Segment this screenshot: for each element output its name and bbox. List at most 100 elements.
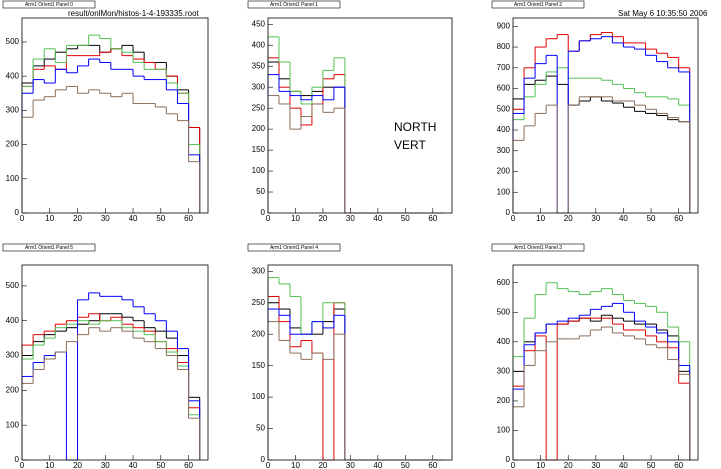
y-tick-label: 400 — [252, 40, 266, 49]
y-tick-label: 300 — [497, 146, 511, 155]
y-tick-label: 300 — [6, 351, 20, 360]
y-tick-label: 500 — [6, 37, 20, 46]
y-tick-label: 0 — [15, 455, 20, 464]
y-tick-label: 200 — [6, 140, 20, 149]
x-tick-label: 50 — [647, 461, 656, 469]
x-tick-label: 40 — [619, 461, 628, 469]
y-tick-label: 200 — [252, 124, 266, 133]
plot-frame — [267, 264, 453, 461]
x-tick-label: 30 — [591, 214, 600, 223]
title-box — [2, 0, 96, 9]
y-tick-label: 250 — [252, 103, 266, 112]
y-tick-label: 300 — [497, 366, 511, 375]
panel-title: Arm1 Orient1 Panel 3 — [514, 245, 562, 251]
x-tick-label: 40 — [373, 214, 382, 223]
y-tick-label: 400 — [6, 71, 20, 80]
x-tick-label: 60 — [428, 214, 437, 223]
y-tick-label: 200 — [6, 385, 20, 394]
title-box — [247, 243, 341, 252]
y-tick-label: 100 — [497, 187, 511, 196]
panel-title: Arm1 Orient1 Panel 2 — [514, 2, 562, 8]
x-tick-label: 10 — [45, 461, 54, 469]
x-tick-label: 50 — [156, 214, 165, 223]
y-tick-label: 900 — [497, 21, 511, 30]
side-label: VERT — [394, 138, 426, 152]
x-tick-label: 10 — [536, 214, 545, 223]
y-tick-label: 100 — [252, 392, 266, 401]
y-tick-label: 300 — [252, 82, 266, 91]
y-tick-label: 50 — [256, 187, 265, 196]
x-tick-label: 30 — [346, 461, 355, 469]
x-tick-label: 0 — [20, 214, 25, 223]
y-tick-label: 100 — [252, 166, 266, 175]
x-tick-label: 0 — [266, 461, 271, 469]
y-tick-label: 300 — [252, 266, 266, 275]
x-tick-label: 20 — [564, 214, 573, 223]
x-tick-label: 20 — [73, 214, 82, 223]
x-tick-label: 40 — [373, 461, 382, 469]
y-tick-label: 150 — [252, 361, 266, 370]
y-tick-label: 800 — [497, 42, 511, 51]
y-tick-label: 250 — [252, 298, 266, 307]
x-tick-label: 0 — [511, 214, 516, 223]
x-tick-label: 50 — [647, 214, 656, 223]
plot-frame — [267, 17, 453, 214]
y-tick-label: 150 — [252, 145, 266, 154]
y-tick-label: 400 — [497, 125, 511, 134]
x-tick-label: 10 — [536, 461, 545, 469]
panel-title: Arm1 Orient1 Panel 5 — [25, 245, 73, 251]
plot-frame — [512, 17, 699, 214]
x-tick-label: 30 — [346, 214, 355, 223]
side-label: NORTH — [394, 120, 436, 134]
title-box — [247, 0, 341, 9]
y-tick-label: 200 — [252, 329, 266, 338]
y-tick-label: 700 — [497, 63, 511, 72]
x-tick-label: 10 — [291, 214, 300, 223]
x-tick-label: 20 — [564, 461, 573, 469]
plot-frame — [21, 17, 209, 214]
x-tick-label: 60 — [674, 214, 683, 223]
x-tick-label: 10 — [45, 214, 54, 223]
x-tick-label: 20 — [318, 214, 327, 223]
x-tick-label: 0 — [511, 461, 516, 469]
x-tick-label: 40 — [619, 214, 628, 223]
x-tick-label: 30 — [591, 461, 600, 469]
x-tick-label: 10 — [291, 461, 300, 469]
y-tick-label: 400 — [6, 316, 20, 325]
x-tick-label: 20 — [73, 461, 82, 469]
y-tick-label: 0 — [506, 455, 511, 464]
y-tick-label: 50 — [256, 424, 265, 433]
y-tick-label: 600 — [497, 278, 511, 287]
x-tick-label: 60 — [428, 461, 437, 469]
y-tick-label: 450 — [252, 19, 266, 28]
y-tick-label: 500 — [497, 104, 511, 113]
x-tick-label: 0 — [20, 461, 25, 469]
file-name: result/onlMon/histos-1-4-193335.root — [68, 9, 200, 18]
y-tick-label: 200 — [497, 167, 511, 176]
x-tick-label: 40 — [129, 214, 138, 223]
y-tick-label: 400 — [497, 337, 511, 346]
x-tick-label: 60 — [674, 461, 683, 469]
x-tick-label: 40 — [129, 461, 138, 469]
y-tick-label: 600 — [497, 84, 511, 93]
y-tick-label: 100 — [6, 420, 20, 429]
x-tick-label: 50 — [401, 461, 410, 469]
y-tick-label: 100 — [6, 174, 20, 183]
title-box — [491, 243, 585, 252]
x-tick-label: 50 — [401, 214, 410, 223]
x-tick-label: 30 — [101, 214, 110, 223]
title-box — [491, 0, 585, 9]
plot-frame — [21, 264, 209, 461]
y-tick-label: 300 — [6, 105, 20, 114]
x-tick-label: 60 — [184, 461, 193, 469]
y-tick-label: 0 — [506, 208, 511, 217]
panel-title: Arm1 Orient1 Panel 1 — [270, 2, 318, 8]
y-tick-label: 200 — [497, 396, 511, 405]
x-tick-label: 50 — [156, 461, 165, 469]
y-tick-label: 0 — [15, 208, 20, 217]
y-tick-label: 0 — [261, 455, 266, 464]
date-stamp: Sat May 6 10:35:50 2006 — [618, 9, 708, 18]
title-box — [2, 243, 96, 252]
plot-frame — [512, 264, 699, 461]
x-tick-label: 20 — [318, 461, 327, 469]
